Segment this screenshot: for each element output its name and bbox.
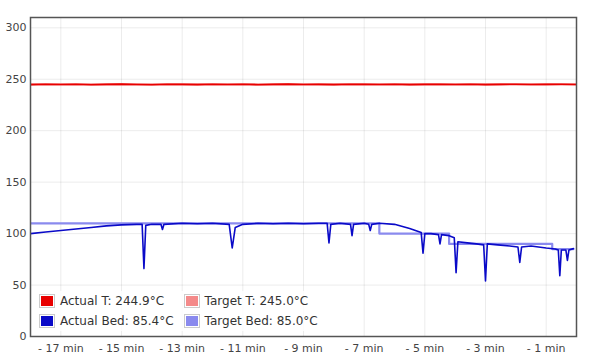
html-text:Actual T: 244.9°C: Actual T: 244.9°C xyxy=(60,294,164,308)
svg-text:250: 250 xyxy=(6,73,27,86)
svg-text:50: 50 xyxy=(13,279,27,292)
svg-text:- 13 min: - 13 min xyxy=(159,342,205,355)
svg-text:- 9 min: - 9 min xyxy=(284,342,323,355)
svg-text:- 3 min: - 3 min xyxy=(466,342,505,355)
svg-text:- 7 min: - 7 min xyxy=(345,342,384,355)
svg-text:- 15 min: - 15 min xyxy=(99,342,145,355)
html-text:Actual Bed: 85.4°C: Actual Bed: 85.4°C xyxy=(60,314,174,328)
svg-text:100: 100 xyxy=(6,227,27,240)
svg-text:- 1 min: - 1 min xyxy=(527,342,566,355)
html-text:Target Bed: 85.0°C: Target Bed: 85.0°C xyxy=(204,314,318,328)
svg-text:0: 0 xyxy=(20,330,27,343)
svg-text:300: 300 xyxy=(6,21,27,34)
svg-text:- 17 min: - 17 min xyxy=(38,342,84,355)
svg-text:- 5 min: - 5 min xyxy=(405,342,444,355)
svg-text:150: 150 xyxy=(6,176,27,189)
svg-text:- 11 min: - 11 min xyxy=(220,342,266,355)
svg-text:200: 200 xyxy=(6,124,27,137)
html-text:Target T: 245.0°C: Target T: 245.0°C xyxy=(204,294,309,308)
